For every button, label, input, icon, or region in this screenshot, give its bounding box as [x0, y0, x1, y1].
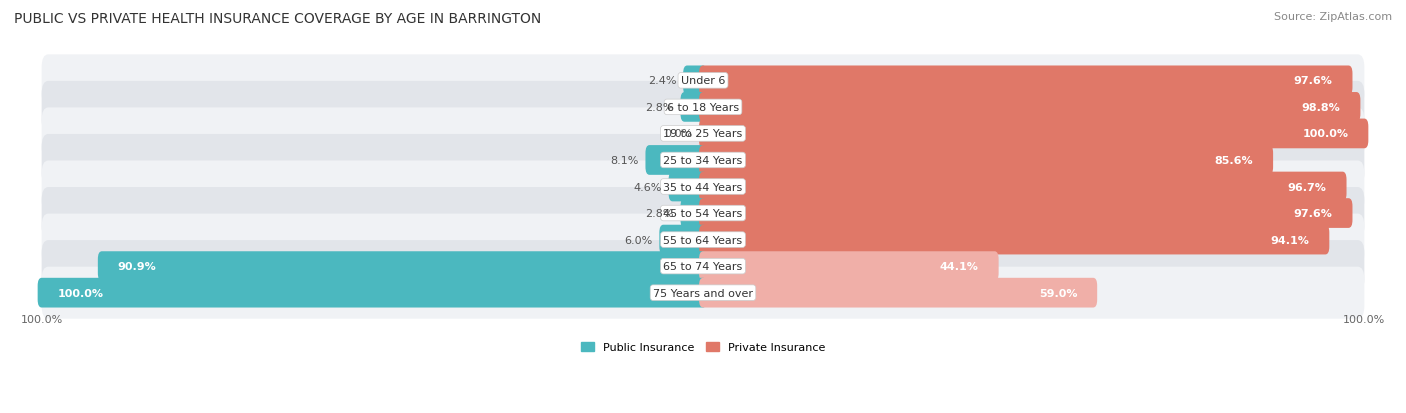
Text: 98.8%: 98.8% [1302, 103, 1340, 113]
Text: 2.8%: 2.8% [645, 103, 673, 113]
Text: 96.7%: 96.7% [1288, 182, 1327, 192]
Text: 19 to 25 Years: 19 to 25 Years [664, 129, 742, 139]
Text: 4.6%: 4.6% [634, 182, 662, 192]
FancyBboxPatch shape [42, 240, 1364, 292]
Text: PUBLIC VS PRIVATE HEALTH INSURANCE COVERAGE BY AGE IN BARRINGTON: PUBLIC VS PRIVATE HEALTH INSURANCE COVER… [14, 12, 541, 26]
Text: 2.4%: 2.4% [648, 76, 676, 86]
FancyBboxPatch shape [699, 199, 1353, 228]
FancyBboxPatch shape [659, 225, 707, 255]
Text: 97.6%: 97.6% [1294, 76, 1333, 86]
Text: 100.0%: 100.0% [1302, 129, 1348, 139]
FancyBboxPatch shape [42, 161, 1364, 213]
FancyBboxPatch shape [699, 172, 1347, 202]
Text: 0.0%: 0.0% [664, 129, 692, 139]
FancyBboxPatch shape [42, 82, 1364, 133]
Text: Under 6: Under 6 [681, 76, 725, 86]
FancyBboxPatch shape [42, 188, 1364, 240]
FancyBboxPatch shape [42, 108, 1364, 160]
Text: 97.6%: 97.6% [1294, 209, 1333, 218]
Text: 6 to 18 Years: 6 to 18 Years [666, 103, 740, 113]
FancyBboxPatch shape [645, 146, 707, 176]
FancyBboxPatch shape [683, 66, 707, 96]
FancyBboxPatch shape [42, 55, 1364, 107]
FancyBboxPatch shape [681, 199, 707, 228]
Text: 65 to 74 Years: 65 to 74 Years [664, 261, 742, 271]
Text: 85.6%: 85.6% [1215, 156, 1253, 166]
Text: 59.0%: 59.0% [1039, 288, 1077, 298]
FancyBboxPatch shape [699, 225, 1329, 255]
Text: 44.1%: 44.1% [941, 261, 979, 271]
Text: 25 to 34 Years: 25 to 34 Years [664, 156, 742, 166]
Text: 6.0%: 6.0% [624, 235, 652, 245]
FancyBboxPatch shape [699, 146, 1272, 176]
Text: 90.9%: 90.9% [118, 261, 156, 271]
FancyBboxPatch shape [699, 93, 1361, 122]
Text: 2.8%: 2.8% [645, 209, 673, 218]
Text: 8.1%: 8.1% [610, 156, 638, 166]
FancyBboxPatch shape [699, 252, 998, 281]
FancyBboxPatch shape [669, 172, 707, 202]
FancyBboxPatch shape [681, 93, 707, 122]
Text: Source: ZipAtlas.com: Source: ZipAtlas.com [1274, 12, 1392, 22]
FancyBboxPatch shape [699, 66, 1353, 96]
FancyBboxPatch shape [699, 119, 1368, 149]
Text: 75 Years and over: 75 Years and over [652, 288, 754, 298]
Text: 45 to 54 Years: 45 to 54 Years [664, 209, 742, 218]
FancyBboxPatch shape [38, 278, 707, 308]
FancyBboxPatch shape [42, 267, 1364, 319]
FancyBboxPatch shape [42, 135, 1364, 187]
FancyBboxPatch shape [42, 214, 1364, 266]
Text: 35 to 44 Years: 35 to 44 Years [664, 182, 742, 192]
Text: 55 to 64 Years: 55 to 64 Years [664, 235, 742, 245]
Legend: Public Insurance, Private Insurance: Public Insurance, Private Insurance [576, 337, 830, 357]
Text: 100.0%: 100.0% [58, 288, 104, 298]
FancyBboxPatch shape [98, 252, 707, 281]
Text: 94.1%: 94.1% [1271, 235, 1309, 245]
FancyBboxPatch shape [699, 278, 1097, 308]
